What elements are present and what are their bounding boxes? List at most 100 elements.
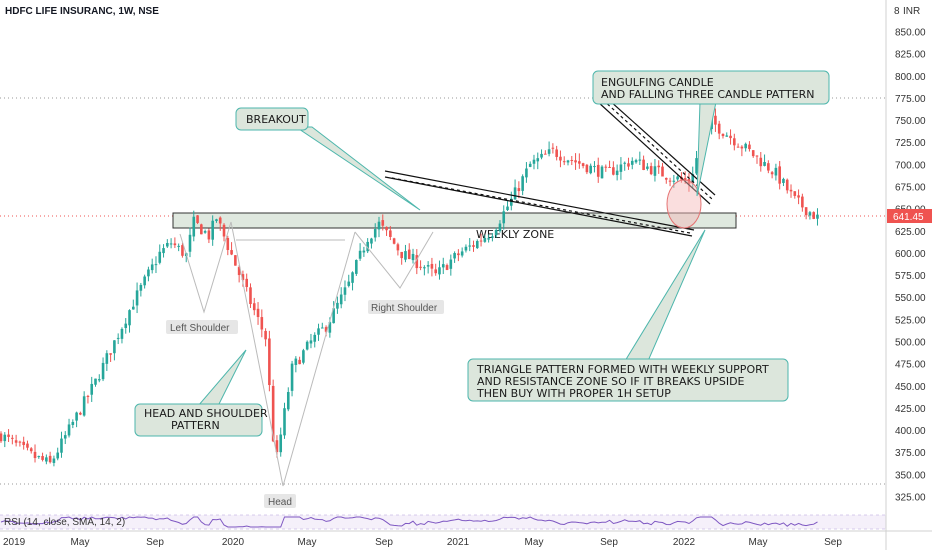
candle-body bbox=[373, 229, 377, 238]
weekly-zone bbox=[172, 212, 737, 229]
candle-body bbox=[48, 455, 52, 463]
candle-body bbox=[26, 443, 29, 448]
callout-engulfing[interactable]: ENGULFING CANDLE AND FALLING THREE CANDL… bbox=[592, 70, 830, 197]
svg-text:HEAD AND SHOULDER: HEAD AND SHOULDER bbox=[144, 407, 268, 420]
candle-body bbox=[215, 219, 218, 222]
candle-body bbox=[513, 187, 517, 200]
candle-body bbox=[52, 458, 56, 463]
candle-body bbox=[559, 156, 562, 161]
candle-body bbox=[778, 166, 781, 184]
svg-text:AND FALLING THREE CANDLE PATTE: AND FALLING THREE CANDLE PATTERN bbox=[601, 88, 815, 101]
chart-title: HDFC LIFE INSURANC, 1W, NSE bbox=[5, 6, 159, 17]
candle-body bbox=[90, 383, 94, 395]
candle-body bbox=[11, 437, 14, 439]
candle-body bbox=[619, 164, 623, 172]
candle-body bbox=[226, 237, 230, 250]
candle-body bbox=[366, 241, 369, 252]
candle-body bbox=[347, 281, 351, 286]
candle-body bbox=[105, 353, 109, 364]
candle-body bbox=[574, 160, 577, 163]
candle-body bbox=[211, 220, 214, 240]
label-left-shoulder: Left Shoulder bbox=[166, 320, 238, 334]
candle-body bbox=[132, 306, 135, 310]
y-tick-label: 325.00 bbox=[895, 492, 926, 503]
candle-body bbox=[200, 224, 203, 235]
candle-body bbox=[173, 243, 177, 246]
candle-body bbox=[668, 180, 672, 182]
candle-body bbox=[271, 385, 275, 442]
candle-body bbox=[37, 456, 41, 458]
rsi-label: RSI (14, close, SMA, 14, 2) bbox=[4, 517, 125, 528]
y-tick-label: 775.00 bbox=[895, 94, 926, 105]
candle-body bbox=[309, 340, 313, 344]
candle-body bbox=[249, 287, 252, 305]
x-tick-label: May bbox=[298, 537, 317, 548]
candle-body bbox=[816, 214, 819, 219]
candle-body bbox=[721, 133, 725, 137]
candle-body bbox=[532, 159, 536, 164]
candle-body bbox=[733, 138, 736, 146]
candle-body bbox=[714, 115, 717, 125]
candle-body bbox=[0, 433, 3, 442]
candle-body bbox=[479, 240, 483, 242]
label-head: Head bbox=[264, 494, 296, 508]
candle-body bbox=[332, 308, 335, 324]
candle-body bbox=[120, 328, 124, 339]
price-tag: 641.45 bbox=[887, 209, 932, 223]
candle-body bbox=[646, 166, 649, 169]
svg-text:BREAKOUT: BREAKOUT bbox=[246, 113, 306, 126]
candle-body bbox=[245, 278, 248, 288]
candle-body bbox=[755, 155, 759, 157]
y-tick-label: 425.00 bbox=[895, 404, 926, 415]
x-tick-label: May bbox=[749, 537, 768, 548]
candle-body bbox=[449, 259, 453, 269]
callout-breakout[interactable]: BREAKOUT bbox=[235, 107, 421, 211]
y-tick-label: 850.00 bbox=[895, 28, 926, 39]
candle-body bbox=[166, 242, 169, 247]
candle-body bbox=[400, 251, 403, 259]
candle-body bbox=[604, 166, 608, 168]
rsi-pane[interactable]: RSI (14, close, SMA, 14, 2) bbox=[0, 514, 886, 530]
candle-body bbox=[517, 188, 521, 192]
candle-body bbox=[683, 178, 687, 181]
candle-body bbox=[305, 341, 309, 350]
candle-body bbox=[256, 308, 260, 318]
candle-body bbox=[286, 392, 290, 410]
candle-body bbox=[313, 334, 317, 342]
candle-body bbox=[264, 330, 267, 340]
candle-body bbox=[358, 250, 362, 259]
candle-body bbox=[797, 195, 800, 198]
candle-body bbox=[642, 159, 645, 171]
callout-triangle[interactable]: TRIANGLE PATTERN FORMED WITH WEEKLY SUPP… bbox=[467, 229, 789, 402]
candle-body bbox=[506, 206, 509, 211]
y-tick-label: 525.00 bbox=[895, 315, 926, 326]
candle-body bbox=[139, 284, 143, 291]
candle-body bbox=[551, 147, 555, 149]
candle-body bbox=[801, 196, 804, 208]
candle-body bbox=[385, 226, 388, 231]
candle-body bbox=[804, 207, 808, 216]
candle-body bbox=[154, 264, 158, 266]
candle-body bbox=[612, 167, 615, 175]
candle-body bbox=[302, 350, 305, 363]
candle-body bbox=[294, 358, 298, 365]
candle-body bbox=[396, 244, 400, 251]
svg-text:THEN BUY WITH PROPER 1H SETUP: THEN BUY WITH PROPER 1H SETUP bbox=[476, 387, 671, 400]
callout-head-shoulder[interactable]: HEAD AND SHOULDER PATTERN bbox=[134, 349, 268, 437]
candle-body bbox=[336, 302, 339, 309]
svg-text:Right Shoulder: Right Shoulder bbox=[371, 303, 438, 314]
candle-body bbox=[29, 448, 33, 452]
candle-body bbox=[203, 231, 207, 233]
candle-body bbox=[298, 359, 301, 365]
candle-body bbox=[759, 157, 763, 167]
candle-body bbox=[135, 290, 139, 306]
x-tick-label: Sep bbox=[375, 537, 393, 548]
candle-body bbox=[181, 245, 184, 256]
candle-body bbox=[116, 337, 120, 339]
candle-body bbox=[94, 378, 97, 385]
candle-body bbox=[392, 238, 396, 244]
candle-body bbox=[188, 234, 192, 252]
candle-body bbox=[717, 123, 721, 134]
candle-body bbox=[691, 173, 695, 183]
